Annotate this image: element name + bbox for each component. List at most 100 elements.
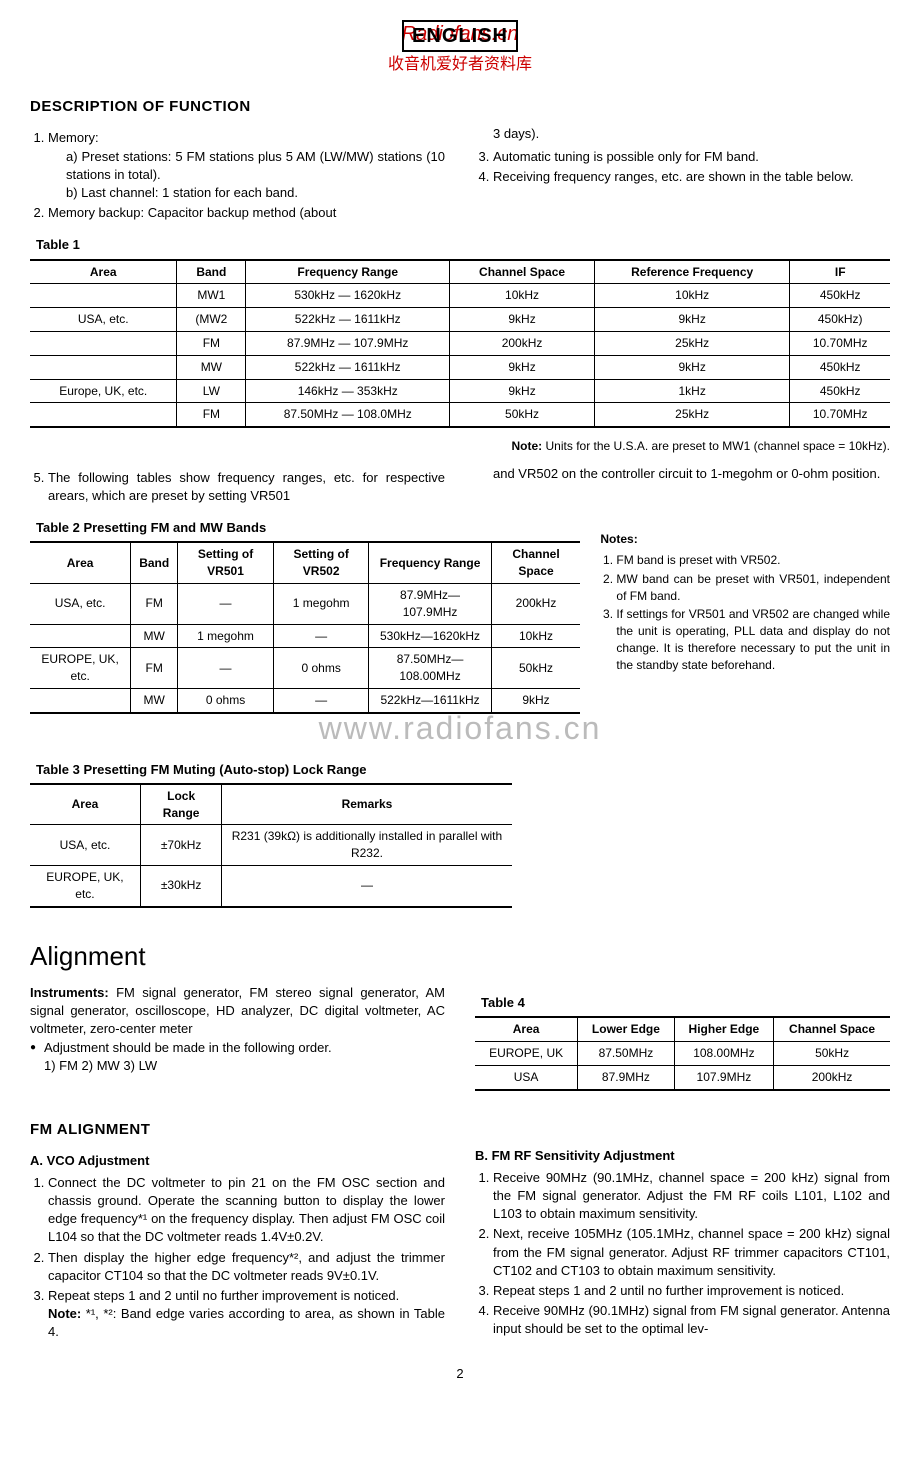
table-cell: ±70kHz <box>140 825 221 866</box>
table-cell: 9kHz <box>450 355 595 379</box>
item5-left-text: The following tables show frequency rang… <box>48 469 445 505</box>
table3-body: USA, etc.±70kHzR231 (39kΩ) is additional… <box>30 825 512 907</box>
desc-item-3: Automatic tuning is possible only for FM… <box>493 148 890 166</box>
section-a-note-text: *¹, *²: Band edge varies according to ar… <box>48 1306 445 1339</box>
table-cell: 450kHz) <box>790 308 890 332</box>
table-cell: 10kHz <box>450 284 595 308</box>
table-row: FM87.50MHz — 108.0MHz50kHz25kHz10.70MHz <box>30 403 890 427</box>
notes2-item-1: FM band is preset with VR502. <box>616 552 890 569</box>
table-cell: 0 ohms <box>273 648 369 689</box>
desc-item-1-label: Memory: <box>48 130 99 145</box>
section-b-step-3: Repeat steps 1 and 2 until no further im… <box>493 1282 890 1300</box>
alignment-right: Table 4 Area Lower Edge Higher Edge Chan… <box>475 984 890 1101</box>
adjustment-bullet: Adjustment should be made in the followi… <box>30 1039 445 1075</box>
table-cell: 146kHz — 353kHz <box>246 379 450 403</box>
table-cell: EUROPE, UK, etc. <box>30 866 140 907</box>
table-cell: 200kHz <box>450 331 595 355</box>
table-cell: — <box>222 866 512 907</box>
table3-col-2: Remarks <box>222 784 512 825</box>
table-cell: 1kHz <box>594 379 789 403</box>
table4-body: EUROPE, UK87.50MHz108.00MHz50kHzUSA87.9M… <box>475 1041 890 1089</box>
table-cell: (MW2 <box>177 308 246 332</box>
table-cell: 9kHz <box>491 689 580 713</box>
table4-col-1: Lower Edge <box>578 1017 674 1041</box>
table-cell: USA, etc. <box>30 584 131 625</box>
table-cell: 530kHz — 1620kHz <box>246 284 450 308</box>
table-cell: ±30kHz <box>140 866 221 907</box>
section-a-step-3-text: Repeat steps 1 and 2 until no further im… <box>48 1288 399 1303</box>
section-a-note-label: Note: <box>48 1306 81 1321</box>
instruments-label: Instruments: <box>30 985 109 1000</box>
section-a-title: A. VCO Adjustment <box>30 1152 445 1170</box>
table-cell: 87.9MHz—107.9MHz <box>369 584 491 625</box>
table2-row: Table 2 Presetting FM and MW Bands Area … <box>30 509 890 724</box>
item5-row: The following tables show frequency rang… <box>30 465 890 509</box>
table-row: MW1 megohm—530kHz—1620kHz10kHz <box>30 624 580 648</box>
table-row: MW522kHz — 1611kHz9kHz9kHz450kHz <box>30 355 890 379</box>
table-cell: 522kHz — 1611kHz <box>246 355 450 379</box>
table-cell: 9kHz <box>450 379 595 403</box>
table-cell: USA <box>475 1065 578 1089</box>
english-badge: ENGLISH <box>402 20 518 52</box>
table1-header-row: Area Band Frequency Range Channel Space … <box>30 260 890 284</box>
table-cell: Europe, UK, etc. <box>30 379 177 403</box>
table-row: EUROPE, UK, etc.FM—0 ohms87.50MHz—108.00… <box>30 648 580 689</box>
table-cell <box>30 403 177 427</box>
section-b-title: B. FM RF Sensitivity Adjustment <box>475 1147 890 1165</box>
table-cell: EUROPE, UK <box>475 1041 578 1065</box>
table-cell: 522kHz — 1611kHz <box>246 308 450 332</box>
page-header: Radiofans.cn ENGLISH 收音机爱好者资料库 <box>30 20 890 76</box>
table-cell: 522kHz—1611kHz <box>369 689 491 713</box>
table-cell: LW <box>177 379 246 403</box>
table4-col-2: Higher Edge <box>674 1017 773 1041</box>
section-a-step-1: Connect the DC voltmeter to pin 21 on th… <box>48 1174 445 1247</box>
table-cell: 50kHz <box>450 403 595 427</box>
table-cell: 450kHz <box>790 355 890 379</box>
table2-col-2: Setting of VR501 <box>178 542 274 583</box>
table-cell: USA, etc. <box>30 308 177 332</box>
desc-item-2: Memory backup: Capacitor backup method (… <box>48 204 445 222</box>
table4: Area Lower Edge Higher Edge Channel Spac… <box>475 1016 890 1090</box>
table1-note: Note: Units for the U.S.A. are preset to… <box>30 438 890 455</box>
table-cell: 87.50MHz—108.00MHz <box>369 648 491 689</box>
notes2-item-3: If settings for VR501 and VR502 are chan… <box>616 606 890 673</box>
notes2-title: Notes: <box>600 532 637 546</box>
table-cell: EUROPE, UK, etc. <box>30 648 131 689</box>
alignment-title: Alignment <box>30 938 890 974</box>
table-cell: 25kHz <box>594 331 789 355</box>
table-cell: 9kHz <box>594 355 789 379</box>
table-cell: 10kHz <box>491 624 580 648</box>
fm-alignment-row: FM ALIGNMENT A. VCO Adjustment Connect t… <box>30 1101 890 1346</box>
item5-right-text: and VR502 on the controller circuit to 1… <box>475 465 890 483</box>
alignment-left: Instruments: FM signal generator, FM ste… <box>30 984 445 1101</box>
table-row: EUROPE, UK87.50MHz108.00MHz50kHz <box>475 1041 890 1065</box>
table-cell <box>30 624 131 648</box>
watermark-top-2: 收音机爱好者资料库 <box>30 54 890 76</box>
table-cell: USA, etc. <box>30 825 140 866</box>
table-cell: FM <box>131 584 178 625</box>
table-row: Europe, UK, etc.LW146kHz — 353kHz9kHz1kH… <box>30 379 890 403</box>
section-b-step-2: Next, receive 105MHz (105.1MHz, channel … <box>493 1225 890 1280</box>
alignment-intro-row: Instruments: FM signal generator, FM ste… <box>30 984 890 1101</box>
table-cell: FM <box>131 648 178 689</box>
table4-caption: Table 4 <box>481 994 890 1012</box>
table-row: USA, etc.FM—1 megohm87.9MHz—107.9MHz200k… <box>30 584 580 625</box>
table-cell: 0 ohms <box>178 689 274 713</box>
table2: Area Band Setting of VR501 Setting of VR… <box>30 541 580 713</box>
table1: Area Band Frequency Range Channel Space … <box>30 259 890 429</box>
table-row: MW1530kHz — 1620kHz10kHz10kHz450kHz <box>30 284 890 308</box>
desc-item-1: Memory: a) Preset stations: 5 FM station… <box>48 129 445 202</box>
table3-caption: Table 3 Presetting FM Muting (Auto-stop)… <box>36 761 890 779</box>
adjustment-bullet-text: Adjustment should be made in the followi… <box>44 1040 332 1055</box>
table-cell: — <box>273 624 369 648</box>
table-cell <box>30 284 177 308</box>
page-number: 2 <box>30 1365 890 1383</box>
section-b-step-1: Receive 90MHz (90.1MHz, channel space = … <box>493 1169 890 1224</box>
table-row: USA87.9MHz107.9MHz200kHz <box>475 1065 890 1089</box>
table1-col-if: IF <box>790 260 890 284</box>
section-b-step-4: Receive 90MHz (90.1MHz) signal from FM s… <box>493 1302 890 1338</box>
table-cell <box>30 689 131 713</box>
table1-col-area: Area <box>30 260 177 284</box>
table-cell: 87.9MHz <box>578 1065 674 1089</box>
table-cell: 50kHz <box>491 648 580 689</box>
